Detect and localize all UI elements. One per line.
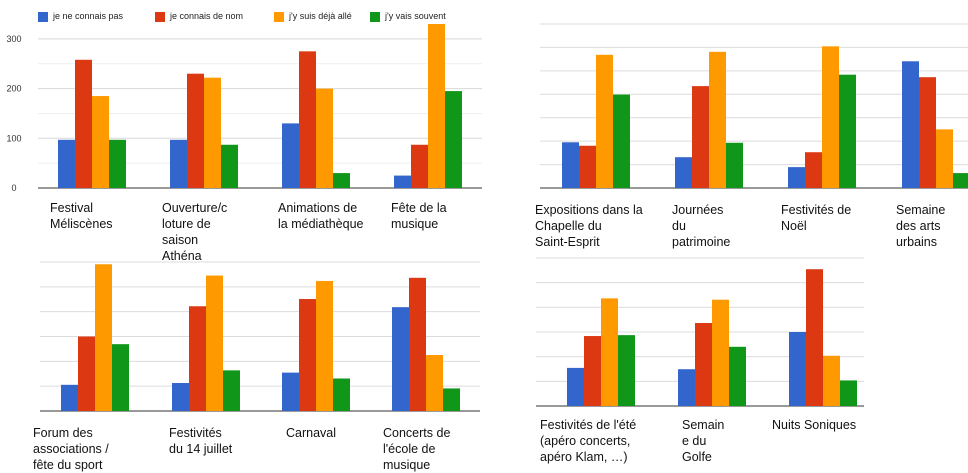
bar: [92, 96, 109, 188]
bar: [78, 336, 95, 411]
x-category-label: Fête de la musique: [391, 201, 447, 231]
bar: [75, 59, 92, 189]
legend-label: j'y suis déjà allé: [289, 11, 352, 21]
y-tick-label: 300: [6, 34, 21, 44]
bar: [902, 61, 919, 188]
bar: [675, 157, 692, 188]
bar: [112, 344, 129, 411]
bar: [729, 346, 746, 406]
bar: [601, 298, 618, 406]
bar: [170, 139, 187, 188]
y-tick-label: 100: [6, 133, 21, 143]
bar: [426, 355, 443, 411]
x-category-label: Ouverture/c loture de saison Athéna: [162, 201, 228, 263]
bar: [61, 384, 78, 411]
bar: [411, 144, 428, 188]
bar: [806, 269, 823, 406]
bar: [333, 378, 350, 411]
bar: [223, 370, 240, 411]
bar: [618, 335, 635, 406]
legend-label: je ne connais pas: [53, 11, 124, 21]
bar: [316, 280, 333, 411]
legend-swatch: [370, 12, 380, 22]
bar: [822, 46, 839, 189]
legend-swatch: [155, 12, 165, 22]
x-category-label: Festival Méliscènes: [50, 201, 113, 231]
bar: [428, 24, 445, 188]
bar: [58, 139, 75, 188]
bar: [392, 307, 409, 411]
bar: [613, 94, 630, 188]
x-category-label: Journées du patrimoine: [672, 203, 731, 249]
bar: [299, 51, 316, 189]
bar: [206, 275, 223, 411]
bar: [562, 142, 579, 188]
bar: [789, 332, 806, 406]
bar: [204, 77, 221, 188]
bar: [919, 77, 936, 188]
legend-label: je connais de nom: [170, 11, 244, 21]
bar: [443, 388, 460, 411]
x-category-label: Festivités de l'été (apéro concerts, apé…: [540, 418, 637, 464]
bar: [692, 86, 709, 188]
x-category-label: Semain e du Golfe: [682, 418, 725, 464]
bar: [678, 369, 695, 406]
legend: je ne connais pas je connais de nom j'y su…: [0, 0, 480, 22]
bar: [953, 173, 968, 188]
bar: [695, 323, 712, 406]
bar: [409, 277, 426, 411]
bar: [726, 142, 743, 188]
bar: [187, 73, 204, 188]
bar: [596, 54, 613, 189]
bar: [394, 175, 411, 188]
bar: [805, 152, 822, 188]
legend-swatch: [38, 12, 48, 22]
bar: [712, 299, 729, 406]
bar: [333, 173, 350, 188]
bar: [567, 367, 584, 406]
bar: [445, 91, 462, 188]
legend-swatch: [274, 12, 284, 22]
x-category-label: Festivités du 14 juillet: [169, 426, 233, 456]
bar: [172, 383, 189, 411]
x-category-label: Nuits Soniques: [772, 418, 857, 432]
x-category-label: Festivités de Noël: [781, 203, 852, 233]
x-category-label: Forum des associations / fête du sport: [33, 426, 109, 472]
legend-label: j'y vais souvent: [385, 11, 446, 21]
bar: [839, 74, 856, 188]
bar: [316, 88, 333, 188]
x-category-label: Semaine des arts urbains: [896, 203, 946, 249]
bar: [95, 264, 112, 411]
x-category-label: Carnaval: [286, 426, 337, 440]
bar: [109, 139, 126, 188]
bar: [221, 144, 238, 188]
y-tick-label: 0: [11, 183, 16, 193]
x-category-label: Expositions dans la Chapelle du Saint-Es…: [535, 203, 643, 249]
bar: [282, 372, 299, 411]
bar: [936, 129, 953, 188]
bar: [282, 123, 299, 188]
bar: [788, 167, 805, 188]
bar: [579, 145, 596, 188]
x-category-label: Animations de la médiathèque: [278, 201, 364, 231]
bar: [299, 299, 316, 411]
bar: [823, 355, 840, 406]
x-category-label: Concerts de l'école de musique: [383, 426, 451, 472]
bar: [584, 336, 601, 406]
bar: [840, 380, 857, 406]
y-tick-label: 200: [6, 84, 21, 94]
bar: [709, 51, 726, 188]
bar: [189, 306, 206, 411]
